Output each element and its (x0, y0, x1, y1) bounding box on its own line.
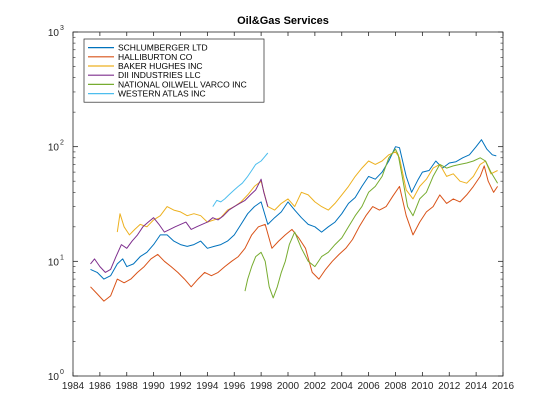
x-tick-label: 2010 (411, 381, 434, 392)
x-tick-label: 2014 (465, 381, 488, 392)
legend-label: BAKER HUGHES INC (118, 61, 203, 71)
y-tick-exponent: 1 (60, 254, 64, 261)
x-tick-label: 1994 (196, 381, 219, 392)
x-tick-label: 1986 (89, 381, 112, 392)
x-tick-label: 2004 (331, 381, 354, 392)
x-tick-label: 1992 (169, 381, 192, 392)
y-tick-exponent: 2 (60, 140, 64, 147)
x-axis: 1984 1986 1988 1990 1992 1994 1996 1998 2000 2002… (62, 32, 515, 392)
x-tick-label: 2016 (492, 381, 515, 392)
y-tick-label: 10 (48, 257, 60, 268)
series-line-schlumberger-ltd (90, 139, 497, 280)
legend-label: HALLIBURTON CO (118, 52, 193, 62)
x-tick-label: 1998 (250, 381, 273, 392)
series-line-baker-hughes-inc (116, 151, 498, 236)
series-line-national-oilwell-varco-inc (244, 148, 499, 299)
y-tick-label: 10 (48, 28, 60, 39)
series-layer (90, 139, 499, 302)
chart-title: Oil&Gas Services (237, 15, 329, 27)
x-tick-label: 1984 (62, 381, 85, 392)
legend-label: NATIONAL OILWELL VARCO INC (118, 79, 247, 89)
series-line-western-atlas-inc (212, 152, 269, 207)
y-tick-label: 10 (48, 372, 60, 383)
x-tick-label: 1990 (143, 381, 166, 392)
x-tick-label: 2012 (438, 381, 461, 392)
series-line-halliburton-co (90, 165, 499, 302)
legend-box (83, 38, 265, 103)
x-tick-label: 1996 (223, 381, 246, 392)
series-line-dii-industries-llc (90, 178, 269, 273)
x-tick-label: 2006 (358, 381, 381, 392)
legend-label: SCHLUMBERGER LTD (118, 43, 208, 53)
y-tick-label: 10 (48, 143, 60, 154)
x-tick-label: 2002 (304, 381, 327, 392)
x-tick-label: 2000 (277, 381, 300, 392)
legend-label: WESTERN ATLAS INC (118, 89, 206, 99)
x-tick-label: 2008 (384, 381, 407, 392)
y-tick-exponent: 0 (60, 369, 64, 376)
legend-label: DII INDUSTRIES LLC (118, 70, 201, 80)
x-tick-label: 1988 (116, 381, 139, 392)
y-tick-exponent: 3 (60, 25, 64, 32)
